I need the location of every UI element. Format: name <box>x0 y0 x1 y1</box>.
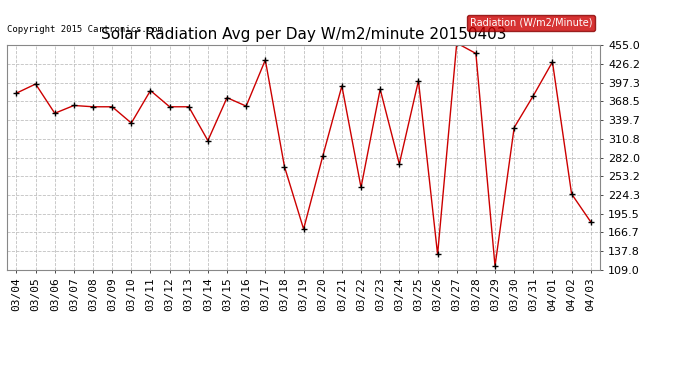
Text: Copyright 2015 Cartronics.com: Copyright 2015 Cartronics.com <box>7 25 163 34</box>
Legend: Radiation (W/m2/Minute): Radiation (W/m2/Minute) <box>467 15 595 31</box>
Title: Solar Radiation Avg per Day W/m2/minute 20150403: Solar Radiation Avg per Day W/m2/minute … <box>101 27 506 42</box>
